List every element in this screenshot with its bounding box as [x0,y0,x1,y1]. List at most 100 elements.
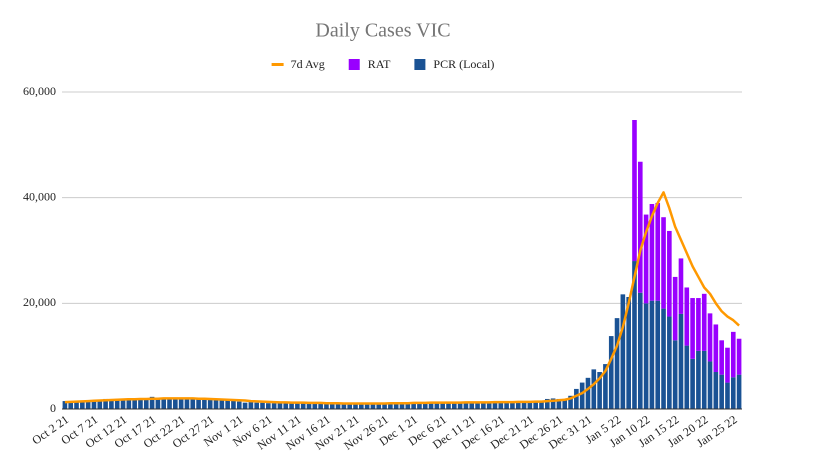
bar [696,350,701,409]
bar [353,403,358,409]
bar [359,403,364,409]
bar [574,388,579,409]
bar [428,402,434,409]
bar [213,399,219,409]
bar [300,403,306,409]
bar [614,318,620,409]
chart-title: Daily Cases VIC [315,20,450,42]
legend-label: RAT [368,57,391,71]
bar [475,402,480,409]
bar [707,361,713,409]
bar [620,294,626,409]
bar [434,402,440,409]
bar [370,403,376,409]
legend-item: 7d Avg [271,57,325,71]
bar [109,399,114,409]
bar [178,398,184,409]
bar [207,399,213,409]
bar [562,399,568,409]
bar [690,298,695,359]
bar [388,403,393,409]
bar [74,401,79,409]
bar [289,402,294,409]
legend-label: 7d Avg [291,57,325,71]
bar [661,308,666,409]
bar [672,340,678,409]
bar [568,395,573,409]
bar [399,403,405,409]
bar [579,382,585,409]
bar [295,402,300,409]
bar [504,402,509,409]
bar [667,230,672,317]
bar [719,374,724,409]
bar [736,338,742,375]
legend-swatch [414,59,426,70]
bar [690,358,695,409]
bar [637,292,643,409]
bar [341,403,347,409]
bar [260,402,265,409]
bar [539,401,544,409]
bar [707,313,713,362]
bar [167,398,172,409]
bar [591,369,597,409]
bar [446,402,451,409]
bar [329,403,335,409]
bar [684,287,690,346]
bar [678,258,684,314]
y-tick-label: 0 [50,401,56,415]
bar [492,402,498,409]
bar [126,398,132,409]
bar [143,398,149,409]
bar [719,340,724,375]
bar [120,398,126,409]
bar [80,400,85,409]
bar [97,400,103,409]
bar [347,403,352,409]
bar [248,402,254,409]
bar [452,402,457,409]
bar [318,403,323,409]
bar [231,400,236,409]
legend-item: RAT [348,57,391,71]
bar [486,402,492,409]
bar [701,293,707,351]
bar [463,402,469,409]
bar [521,402,527,409]
bar [684,345,690,409]
bar [254,402,260,409]
bar [184,397,190,409]
bar [713,324,719,373]
bar [597,372,602,409]
bar [701,350,707,409]
bar [277,402,283,409]
bar [283,402,289,409]
y-tick-label: 20,000 [23,295,56,309]
bar [405,403,411,409]
bar [440,402,445,409]
bar [603,364,608,409]
bar [637,161,643,293]
bar [382,403,387,409]
bar [498,402,504,409]
y-tick-label: 60,000 [23,84,56,98]
y-tick-label: 40,000 [23,189,56,203]
bar [510,401,515,409]
bar [608,336,614,409]
bar [556,398,562,409]
bar [585,377,591,409]
bar [661,217,666,309]
bar [173,398,178,409]
bar [667,316,672,409]
bar [335,403,341,409]
bar [632,120,637,262]
bar [68,402,74,409]
bar [91,400,97,409]
bar [196,398,201,409]
bar [132,398,137,409]
bar [393,403,399,409]
bar [678,313,684,409]
bar [411,402,416,409]
